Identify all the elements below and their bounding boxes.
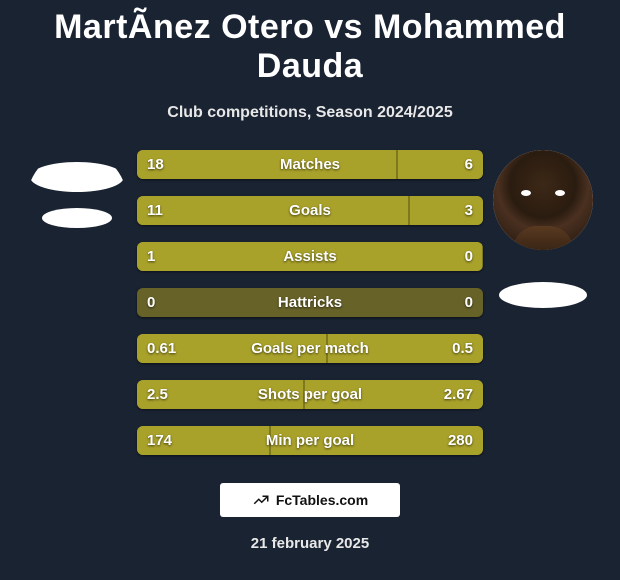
stat-value-right: 3 [413, 202, 483, 219]
stat-row: 11Goals3 [137, 196, 483, 225]
player-left-avatar [27, 150, 127, 250]
stat-row: 1Assists0 [137, 242, 483, 271]
stat-label: Min per goal [207, 432, 413, 449]
stat-value-left: 1 [137, 248, 207, 265]
comparison-row: 18Matches611Goals31Assists00Hattricks00.… [0, 150, 620, 455]
stat-value-right: 0.5 [413, 340, 483, 357]
player-left-column [17, 150, 137, 250]
chart-icon [252, 491, 270, 509]
avatar-placeholder-icon [42, 208, 112, 228]
stat-value-right: 0 [413, 248, 483, 265]
stat-label: Hattricks [207, 294, 413, 311]
player-right-avatar [493, 150, 593, 250]
stat-label: Shots per goal [207, 386, 413, 403]
stat-row: 0Hattricks0 [137, 288, 483, 317]
stat-value-right: 6 [413, 156, 483, 173]
stat-row: 18Matches6 [137, 150, 483, 179]
page-title: MartÃ­nez Otero vs Mohammed Dauda [0, 0, 620, 86]
stat-label: Assists [207, 248, 413, 265]
stat-row: 2.5Shots per goal2.67 [137, 380, 483, 409]
stat-value-left: 174 [137, 432, 207, 449]
stat-value-left: 11 [137, 202, 207, 219]
stat-value-right: 0 [413, 294, 483, 311]
brand-label: FcTables.com [276, 492, 368, 508]
stat-value-left: 0 [137, 294, 207, 311]
footer-date: 21 february 2025 [0, 535, 620, 552]
brand-badge[interactable]: FcTables.com [220, 483, 400, 517]
stat-value-left: 0.61 [137, 340, 207, 357]
stat-row: 174Min per goal280 [137, 426, 483, 455]
stat-label: Goals [207, 202, 413, 219]
stat-row: 0.61Goals per match0.5 [137, 334, 483, 363]
stats-bars: 18Matches611Goals31Assists00Hattricks00.… [137, 150, 483, 455]
stat-label: Matches [207, 156, 413, 173]
avatar-placeholder-icon [30, 162, 124, 192]
stat-value-left: 18 [137, 156, 207, 173]
subtitle: Club competitions, Season 2024/2025 [0, 104, 620, 122]
stat-value-left: 2.5 [137, 386, 207, 403]
stat-label: Goals per match [207, 340, 413, 357]
stat-value-right: 280 [413, 432, 483, 449]
player-right-team-badge [499, 282, 587, 308]
avatar-photo-icon [493, 150, 593, 250]
player-right-column [483, 150, 603, 308]
stat-value-right: 2.67 [413, 386, 483, 403]
